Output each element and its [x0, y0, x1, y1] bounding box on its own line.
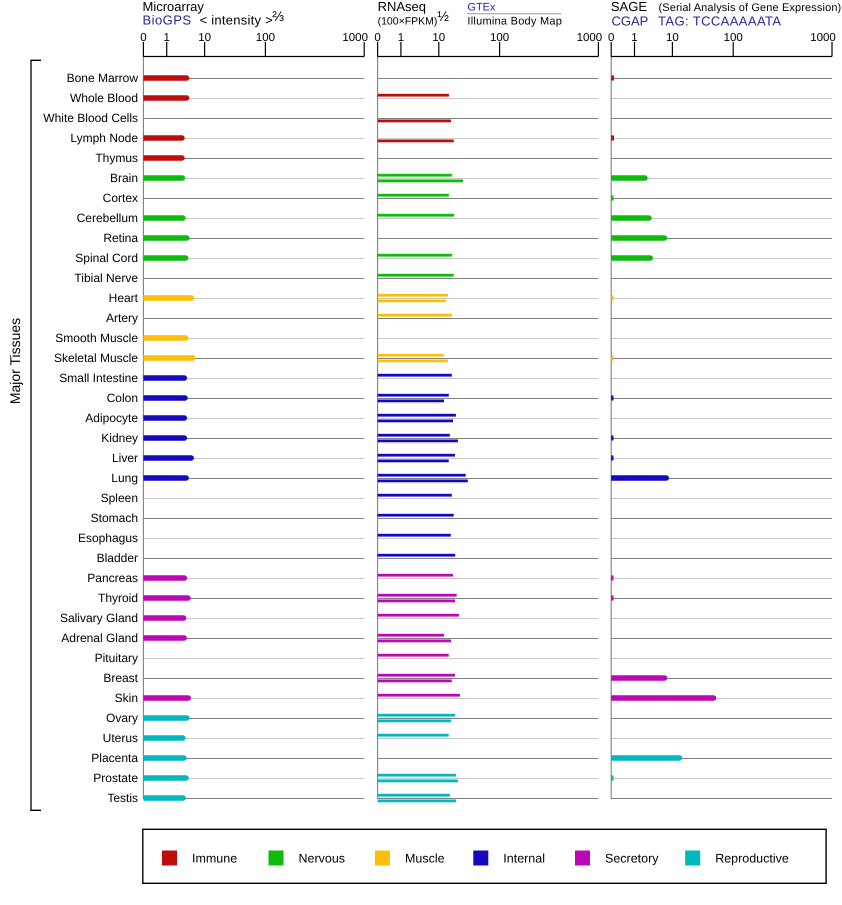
svg-text:Colon: Colon: [107, 391, 138, 405]
svg-text:Heart: Heart: [109, 291, 139, 305]
svg-text:Skin: Skin: [115, 691, 138, 705]
svg-text:SAGE: SAGE: [611, 0, 647, 14]
svg-text:BioGPS: BioGPS: [143, 13, 192, 28]
svg-text:Kidney: Kidney: [101, 431, 138, 445]
svg-text:Smooth Muscle: Smooth Muscle: [55, 331, 138, 345]
svg-text:10: 10: [198, 32, 211, 44]
svg-text:Thymus: Thymus: [95, 151, 138, 165]
svg-text:Ovary: Ovary: [106, 711, 138, 725]
svg-text:Lymph Node: Lymph Node: [70, 131, 138, 145]
svg-text:Prostate: Prostate: [93, 771, 138, 785]
svg-text:Reproductive: Reproductive: [715, 852, 789, 866]
svg-text:Pituitary: Pituitary: [95, 651, 138, 665]
svg-text:Internal: Internal: [503, 852, 545, 866]
svg-text:½: ½: [437, 8, 449, 24]
svg-text:Spleen: Spleen: [101, 491, 138, 505]
svg-text:10: 10: [666, 32, 679, 44]
svg-text:Liver: Liver: [112, 451, 138, 465]
svg-text:Spinal Cord: Spinal Cord: [75, 251, 138, 265]
svg-text:Testis: Testis: [107, 791, 138, 805]
svg-text:Salivary Gland: Salivary Gland: [60, 611, 138, 625]
svg-text:Cortex: Cortex: [103, 191, 138, 205]
svg-text:< intensity >: < intensity >: [200, 13, 273, 28]
svg-text:Immune: Immune: [192, 852, 237, 866]
svg-text:Lung: Lung: [111, 471, 138, 485]
svg-text:Thyroid: Thyroid: [98, 591, 138, 605]
svg-text:Whole Blood: Whole Blood: [70, 91, 138, 105]
svg-text:Muscle: Muscle: [405, 852, 445, 866]
svg-text:(Serial Analysis of Gene Expre: (Serial Analysis of Gene Expression): [659, 2, 842, 14]
svg-text:RNAseq: RNAseq: [378, 0, 426, 14]
svg-text:10: 10: [432, 32, 445, 44]
svg-text:(100×FPKM): (100×FPKM): [378, 16, 438, 28]
svg-text:Skeletal Muscle: Skeletal Muscle: [54, 351, 138, 365]
svg-text:Brain: Brain: [110, 171, 138, 185]
svg-text:0: 0: [608, 32, 614, 44]
svg-text:Bone Marrow: Bone Marrow: [67, 71, 139, 85]
svg-text:100: 100: [724, 32, 743, 44]
svg-text:Nervous: Nervous: [299, 852, 346, 866]
svg-text:Adipocyte: Adipocyte: [85, 411, 138, 425]
svg-text:Bladder: Bladder: [97, 551, 138, 565]
svg-text:Cerebellum: Cerebellum: [77, 211, 138, 225]
svg-text:0: 0: [140, 32, 146, 44]
svg-text:Microarray: Microarray: [143, 0, 205, 14]
svg-text:Stomach: Stomach: [91, 511, 138, 525]
svg-text:Major Tissues: Major Tissues: [7, 318, 23, 404]
svg-text:TAG: TCCAAAAATA: TAG: TCCAAAAATA: [658, 14, 782, 29]
svg-text:Secretory: Secretory: [605, 852, 659, 866]
svg-text:1000: 1000: [342, 32, 368, 44]
svg-text:1: 1: [631, 32, 637, 44]
svg-text:Retina: Retina: [103, 231, 138, 245]
svg-text:Illumina Body Map: Illumina Body Map: [467, 16, 562, 28]
svg-text:Esophagus: Esophagus: [78, 531, 138, 545]
svg-text:Artery: Artery: [106, 311, 138, 325]
svg-text:Small Intestine: Small Intestine: [59, 371, 138, 385]
svg-text:⅔: ⅔: [272, 8, 284, 24]
svg-text:1: 1: [163, 32, 169, 44]
svg-text:GTEx: GTEx: [467, 2, 496, 14]
svg-text:1000: 1000: [810, 32, 836, 44]
svg-text:100: 100: [256, 32, 275, 44]
svg-text:100: 100: [490, 32, 509, 44]
svg-text:Adrenal Gland: Adrenal Gland: [61, 631, 138, 645]
svg-text:Tibial Nerve: Tibial Nerve: [74, 271, 138, 285]
svg-text:0: 0: [374, 32, 380, 44]
svg-text:Placenta: Placenta: [91, 751, 138, 765]
svg-text:CGAP: CGAP: [612, 14, 649, 29]
svg-text:Breast: Breast: [103, 671, 138, 685]
svg-text:Uterus: Uterus: [103, 731, 138, 745]
svg-text:White Blood Cells: White Blood Cells: [43, 111, 138, 125]
svg-text:Pancreas: Pancreas: [87, 571, 138, 585]
svg-text:1: 1: [398, 32, 404, 44]
svg-text:1000: 1000: [577, 32, 603, 44]
